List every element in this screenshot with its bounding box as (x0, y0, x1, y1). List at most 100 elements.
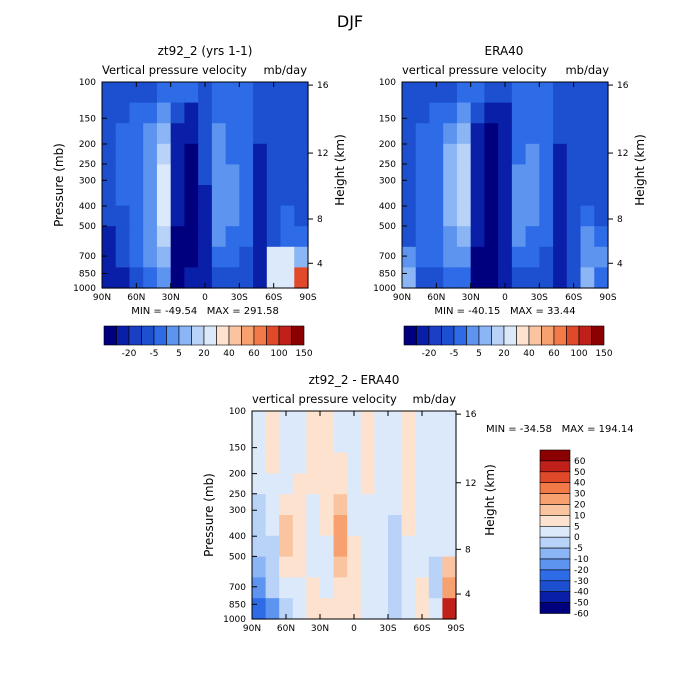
contour-cell (294, 102, 309, 124)
panel-difference-title: zt92_2 - ERA40 (309, 373, 400, 387)
contour-cell (280, 267, 295, 289)
contour-cell (252, 556, 267, 578)
panel-model-ylabel-right: Height (km) (333, 134, 347, 205)
y-tick-label: 300 (229, 506, 246, 516)
contour-cell (456, 143, 472, 165)
contour-cell (484, 102, 499, 124)
contour-cell (525, 82, 540, 104)
contour-cell (265, 515, 280, 537)
contour-cell (184, 102, 199, 124)
colorbar-swatch (539, 504, 571, 516)
contour-cell (102, 226, 117, 248)
contour-cell (388, 431, 403, 454)
contour-cell (415, 598, 430, 620)
contour-cell (374, 556, 389, 578)
colorbar-swatch (478, 325, 492, 346)
colorbar-swatch (539, 482, 571, 494)
x-tick-label: 90S (447, 624, 464, 634)
contour-cell (402, 267, 417, 289)
contour-cell (402, 205, 417, 227)
contour-cell (347, 598, 362, 620)
contour-cell (266, 123, 282, 145)
x-tick-label: 90N (393, 293, 411, 303)
contour-cell (211, 102, 227, 124)
panel-model-title: zt92_2 (yrs 1-1) (158, 44, 253, 58)
contour-cell (279, 577, 294, 599)
x-tick-label: 90N (93, 293, 111, 303)
contour-cell (239, 267, 254, 289)
contour-cell (442, 556, 457, 578)
contour-cell (156, 246, 172, 268)
colorbar-swatch (539, 515, 571, 527)
contour-cell (484, 185, 499, 207)
contour-cell (266, 185, 282, 207)
contour-cell (415, 411, 430, 433)
contour-cell (347, 515, 362, 537)
y-tick-label: 400 (229, 532, 246, 542)
contour-cell (429, 102, 444, 124)
contour-cell (470, 102, 485, 124)
contour-cell (402, 82, 417, 104)
contour-cell (594, 246, 609, 268)
y-tick-label: 200 (379, 140, 396, 150)
colorbar-label: 40 (523, 349, 535, 359)
contour-cell (143, 164, 158, 186)
contour-cell (415, 452, 430, 474)
contour-cell (443, 82, 458, 104)
contour-cell (511, 205, 527, 227)
colorbar-label: -30 (574, 577, 589, 587)
contour-cell (470, 205, 485, 227)
contour-cell (306, 452, 321, 474)
contour-cell (292, 535, 307, 558)
contour-cell (388, 452, 403, 474)
contour-cell (415, 246, 431, 268)
contour-cell (360, 577, 375, 599)
contour-cell (442, 598, 457, 620)
contour-cell (266, 102, 282, 124)
contour-cell (402, 246, 417, 268)
contour-cell (525, 102, 540, 124)
contour-cell (415, 473, 430, 495)
contour-cell (198, 267, 213, 289)
contour-cell (360, 411, 375, 433)
y-tick-label: 700 (379, 252, 396, 262)
contour-cell (347, 452, 362, 474)
contour-cell (553, 226, 568, 248)
contour-cell (279, 598, 294, 620)
contour-cell (184, 164, 199, 186)
contour-cell (333, 598, 348, 620)
y-tick-label: 250 (79, 160, 96, 170)
contour-cell (279, 411, 294, 433)
contour-cell (566, 185, 582, 207)
contour-cell (511, 246, 527, 268)
y-tick-label: 500 (79, 222, 96, 232)
colorbar-swatch (116, 325, 130, 346)
contour-cell (294, 123, 309, 145)
contour-cell (102, 246, 117, 268)
contour-cell (566, 226, 582, 248)
contour-cell (280, 246, 295, 268)
contour-cell (333, 411, 348, 433)
contour-cell (360, 473, 375, 495)
colorbar-label: 50 (574, 468, 586, 478)
contour-cell (374, 598, 389, 620)
contour-cell (443, 164, 458, 186)
y-tick-label: 500 (379, 222, 396, 232)
colorbar-label: 10 (574, 511, 586, 521)
colorbar-swatch (266, 325, 280, 346)
contour-cell (429, 82, 444, 104)
panel-difference: zt92_2 - ERA40 vertical pressure velocit… (202, 373, 634, 634)
contour-cell (156, 123, 172, 145)
contour-cell (279, 431, 294, 454)
x-tick-label: 30N (311, 624, 329, 634)
contour-cell (170, 205, 185, 227)
contour-cell (115, 205, 131, 227)
contour-cell (566, 82, 582, 104)
colorbar-label: 60 (574, 457, 586, 467)
colorbar-swatch (539, 569, 571, 582)
contour-cell (594, 164, 609, 186)
contour-cell (129, 267, 144, 289)
contour-cell (580, 267, 595, 289)
colorbar-label: -60 (574, 610, 589, 620)
contour-cell (306, 598, 321, 620)
